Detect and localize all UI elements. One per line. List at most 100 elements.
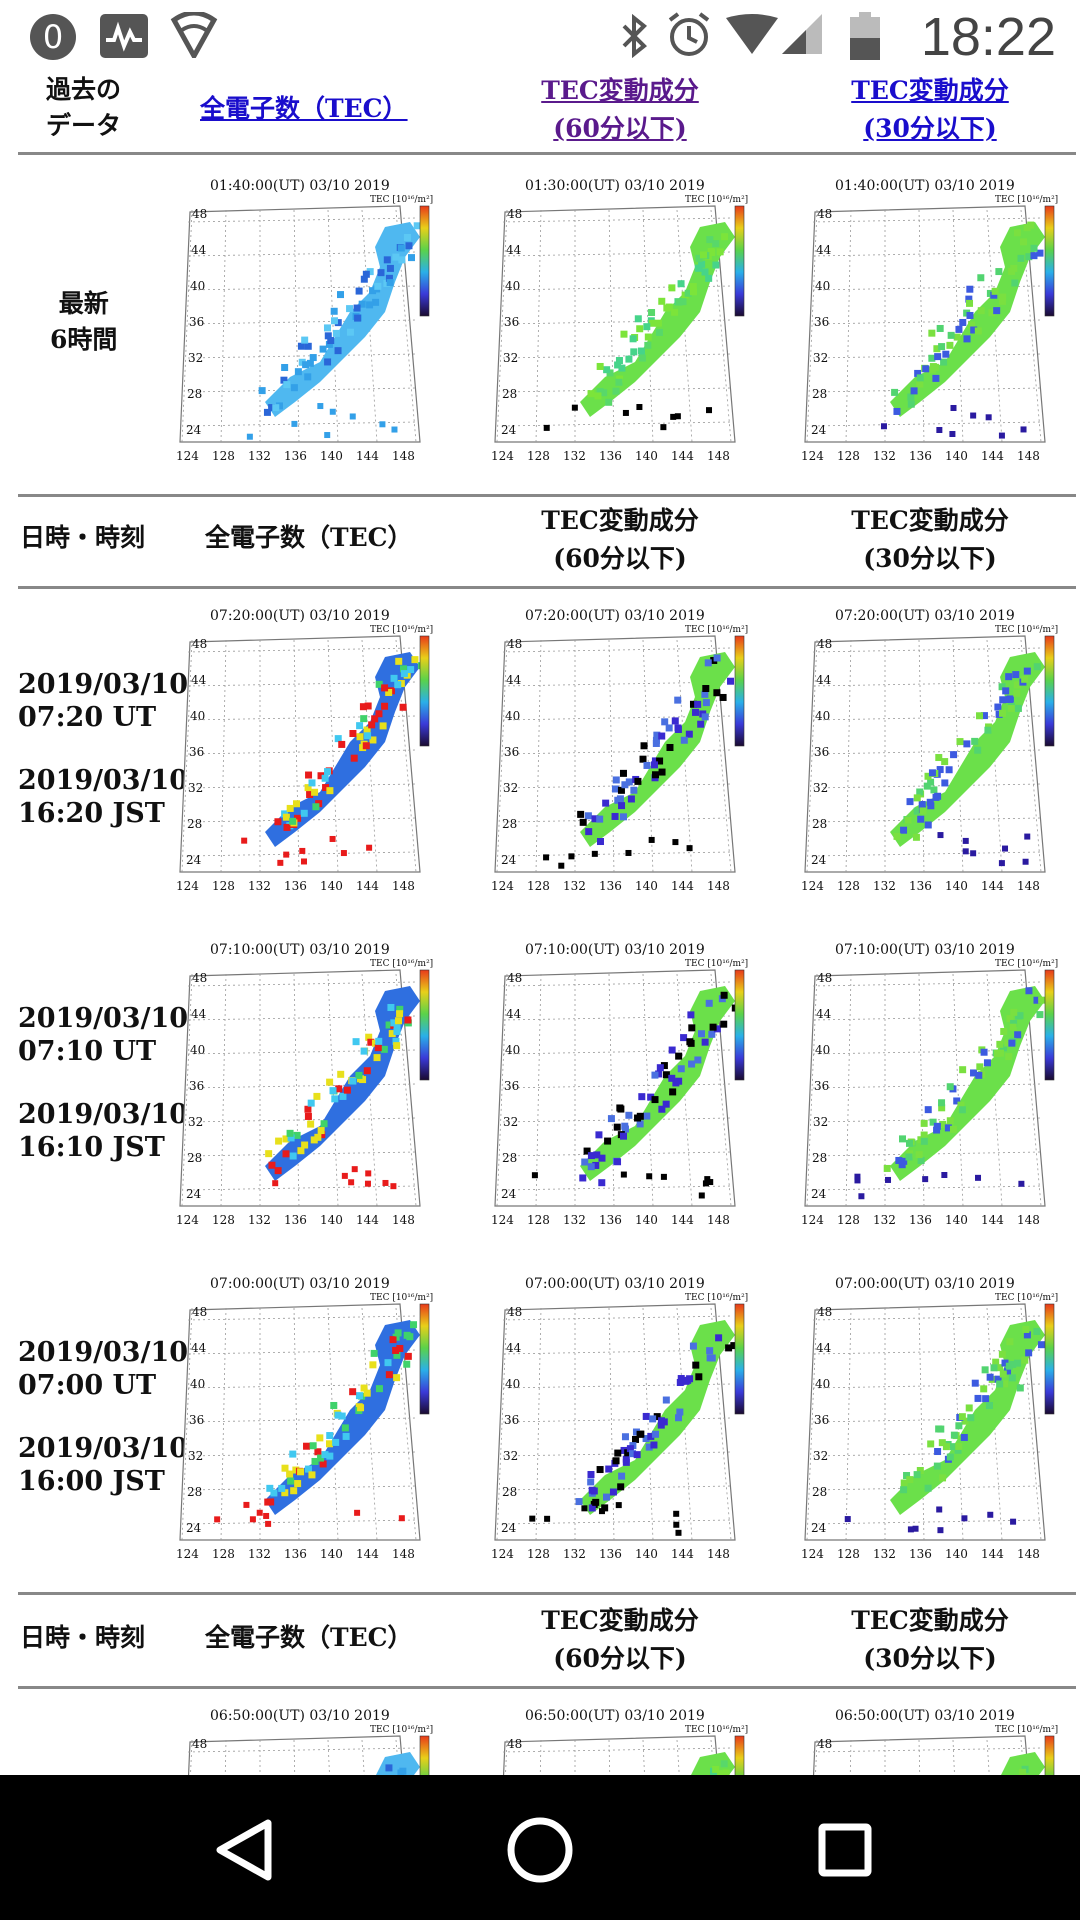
tec-data-cell — [905, 1153, 913, 1161]
tec-data-cell — [924, 772, 932, 780]
tec-data-cell — [942, 1443, 950, 1451]
tec-data-cell — [403, 1331, 411, 1339]
tec-data-cell — [587, 390, 595, 398]
map-unit-label: TEC [10¹⁶/m²] — [685, 1293, 748, 1303]
tec-60-line1[interactable]: TEC変動成分 — [541, 76, 699, 105]
lat-tick-label: 40 — [815, 1377, 830, 1391]
tec-data-cell — [375, 1037, 383, 1045]
map-60min[interactable]: 07:00:00(UT) 03/10 2019 TEC [10¹⁶/m²] 48 44… — [485, 1270, 775, 1570]
tec-data-cell — [385, 274, 393, 282]
tec-data-cell — [343, 1086, 351, 1094]
recents-icon[interactable] — [800, 1805, 890, 1895]
tec-data-cell — [307, 1120, 315, 1128]
tec-30min-link[interactable]: TEC変動成分 (30分以下) — [810, 72, 1050, 148]
lat-tick-label: 36 — [504, 745, 519, 759]
tec-data-cell — [905, 1139, 913, 1147]
lat-tick-label: 32 — [188, 1115, 203, 1129]
home-icon[interactable] — [495, 1805, 585, 1895]
map-tec[interactable]: 07:10:00(UT) 03/10 2019 TEC [10¹⁶/m²] 48 44… — [170, 936, 460, 1236]
lon-tick-label: 144 — [981, 879, 1004, 893]
map-30min[interactable]: 07:00:00(UT) 03/10 2019 TEC [10¹⁶/m²] 48 44… — [795, 1270, 1080, 1570]
japan-landmass — [1001, 1752, 1045, 1775]
map-gridline — [293, 1307, 300, 1541]
map-gridline — [395, 209, 417, 443]
tec-data-cell — [895, 1156, 903, 1164]
tec-link[interactable]: 全電子数（TEC） — [200, 94, 408, 123]
tec-data-cell — [630, 786, 638, 794]
color-scale-bar — [1044, 635, 1055, 747]
map-30min[interactable]: 07:10:00(UT) 03/10 2019 TEC [10¹⁶/m²] 48 44… — [795, 936, 1080, 1236]
tec-data-cell — [616, 1104, 624, 1112]
lat-tick-label: 36 — [504, 1079, 519, 1093]
map-tec[interactable]: 07:00:00(UT) 03/10 2019 TEC [10¹⁶/m²] 48 44… — [170, 1270, 460, 1570]
tec-data-cell — [900, 1157, 908, 1165]
tec-data-cell — [970, 1069, 978, 1077]
lat-tick-label: 48 — [817, 971, 832, 985]
lon-tick-label: 128 — [212, 879, 235, 893]
lat-tick-label: 24 — [186, 423, 202, 437]
map-gridline — [812, 1117, 1042, 1123]
tec-data-cell — [922, 1176, 929, 1183]
map-gridline — [187, 1151, 417, 1157]
tec-data-cell — [575, 1498, 583, 1506]
map-gridline — [845, 1307, 852, 1541]
lat-tick-label: 28 — [812, 1485, 827, 1499]
tec-data-cell — [1014, 1031, 1022, 1039]
map-30min[interactable]: 07:20:00(UT) 03/10 2019 TEC [10¹⁶/m²] 48 44… — [795, 602, 1080, 902]
tec-data-cell — [294, 814, 302, 822]
map-gridline — [181, 1307, 193, 1541]
tec-30-line1[interactable]: TEC変動成分 — [851, 76, 1009, 105]
tec-data-cell — [568, 853, 575, 860]
map-60min[interactable]: 07:10:00(UT) 03/10 2019 TEC [10¹⁶/m²] 48 44… — [485, 936, 775, 1236]
tec-data-cell — [998, 297, 1006, 305]
tec-30-line2[interactable]: (30分以下) — [863, 114, 997, 143]
tec-data-cell — [294, 368, 302, 376]
tec-data-cell — [588, 1504, 596, 1512]
lat-tick-label: 40 — [190, 279, 205, 293]
tec-data-cell — [374, 282, 382, 290]
map-tec[interactable]: 07:20:00(UT) 03/10 2019 TEC [10¹⁶/m²] 48 44… — [170, 602, 460, 902]
lon-tick-label: 136 — [284, 879, 307, 893]
map-frame — [187, 1735, 404, 1775]
tec-data-cell — [598, 1508, 605, 1515]
tec-data-cell — [637, 347, 645, 355]
map-latest-30[interactable]: 01:40:00(UT) 03/10 2019 TEC [10¹⁶/m²] 48 44… — [795, 172, 1080, 472]
tec-30-header: TEC変動成分 (30分以下) — [810, 1602, 1050, 1678]
tec-data-cell — [388, 1030, 396, 1038]
map-60min[interactable]: 07:20:00(UT) 03/10 2019 TEC [10¹⁶/m²] 48 44… — [485, 602, 775, 902]
color-scale-bar — [419, 969, 430, 1081]
lat-tick-label: 32 — [503, 781, 518, 795]
tec-data-cell — [1014, 704, 1022, 712]
tec-data-cell — [697, 720, 705, 728]
lon-tick-label: 148 — [1017, 1547, 1040, 1561]
tec-data-cell — [660, 1173, 667, 1180]
tec-data-cell — [319, 1460, 327, 1468]
tec-data-cell — [266, 1484, 274, 1492]
lon-tick-label: 148 — [707, 879, 730, 893]
tec-data-cell — [400, 670, 408, 678]
tec-data-cell — [324, 358, 332, 366]
tec-data-cell — [363, 1389, 371, 1397]
tec-data-cell — [383, 256, 391, 264]
map-gridline — [642, 1307, 654, 1541]
map-latest-tec[interactable]: 01:40:00(UT) 03/10 2019 TEC [10¹⁶/m²] 48 44… — [170, 172, 460, 472]
map-unit-label: TEC [10¹⁶/m²] — [685, 1725, 748, 1735]
tec-60min-link[interactable]: TEC変動成分 (60分以下) — [500, 72, 740, 148]
tec-data-cell — [634, 1114, 642, 1122]
tec-data-cell — [712, 1765, 720, 1773]
lon-tick-label: 128 — [212, 1213, 235, 1227]
tec-data-cell — [263, 408, 271, 416]
jst-time: 16:10 JST — [18, 1132, 165, 1163]
bluetooth-icon — [620, 13, 650, 62]
divider — [18, 586, 1076, 589]
tec-data-cell — [274, 818, 282, 826]
map-latest-60[interactable]: 01:30:00(UT) 03/10 2019 TEC [10¹⁶/m²] 48 44… — [485, 172, 775, 472]
tec-60-line2[interactable]: (60分以下) — [553, 114, 687, 143]
back-icon[interactable] — [198, 1805, 288, 1895]
tec-data-cell — [543, 854, 550, 861]
tec-data-cell — [615, 1502, 622, 1509]
